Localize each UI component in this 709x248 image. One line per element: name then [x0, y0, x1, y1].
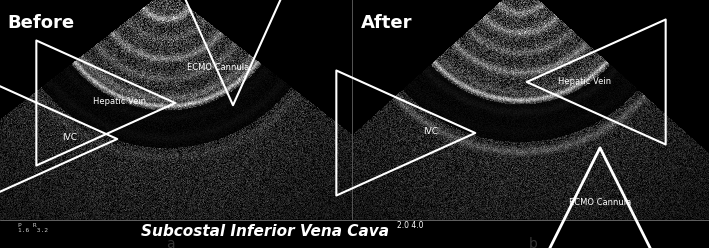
Text: P   R
1.6  3.2: P R 1.6 3.2: [18, 223, 48, 233]
Text: 2.0 4.0: 2.0 4.0: [397, 221, 423, 230]
Text: a: a: [166, 237, 174, 248]
Text: Subcostal Inferior Vena Cava: Subcostal Inferior Vena Cava: [141, 224, 389, 240]
Text: ECMO Cannula: ECMO Cannula: [569, 198, 631, 207]
Bar: [0, 220, 709, 248]
Text: ECMO Cannula: ECMO Cannula: [187, 63, 249, 72]
Text: Hepatic Vein: Hepatic Vein: [558, 77, 611, 87]
Text: IVC: IVC: [423, 127, 438, 136]
Text: Hepatic Vein: Hepatic Vein: [93, 97, 146, 106]
Text: After: After: [361, 14, 413, 32]
Text: IVC: IVC: [62, 133, 77, 143]
Text: Before: Before: [7, 14, 74, 32]
Text: b: b: [529, 237, 537, 248]
